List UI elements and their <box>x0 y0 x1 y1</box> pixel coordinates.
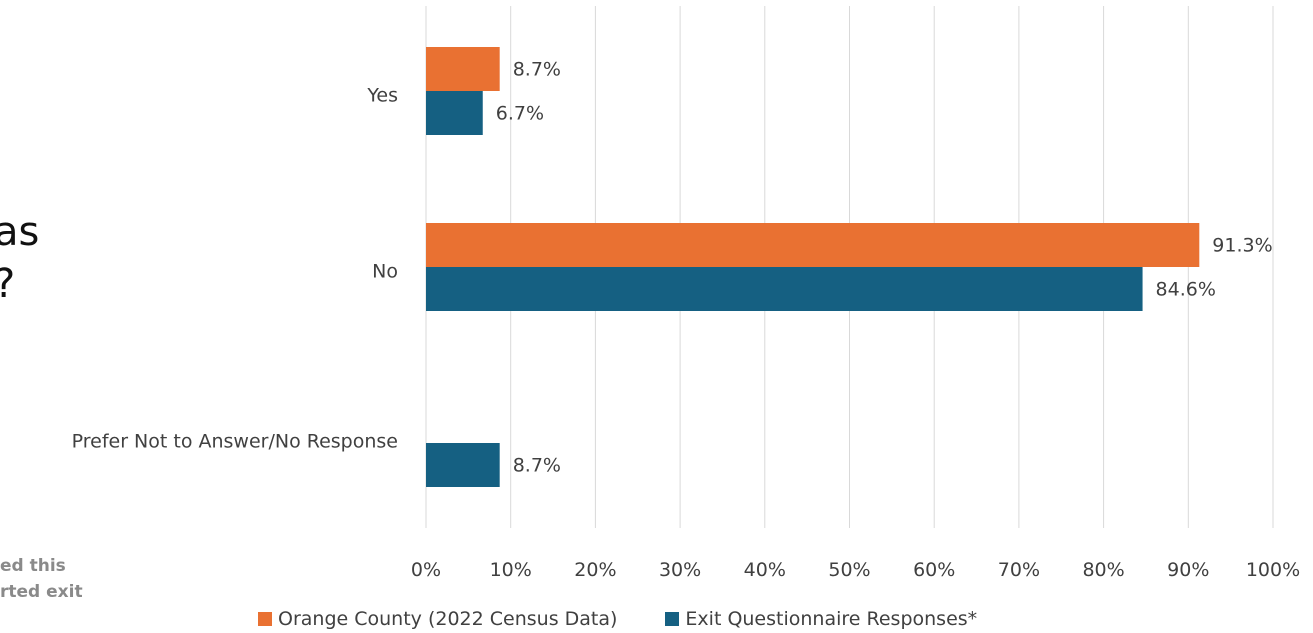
x-tick-label: 20% <box>574 559 616 581</box>
data-label: 6.7% <box>496 103 544 125</box>
category-label: Yes <box>366 85 398 107</box>
legend-swatch-exit-questionnaire <box>665 612 680 626</box>
category-label: No <box>372 261 398 283</box>
data-label: 8.7% <box>513 59 561 81</box>
x-tick-label: 30% <box>659 559 701 581</box>
bar <box>426 223 1200 267</box>
category-label: Prefer Not to Answer/No Response <box>72 431 398 453</box>
data-label: 8.7% <box>513 455 561 477</box>
cropped-title-line-1: as <box>0 209 40 255</box>
x-tick-label: 40% <box>744 559 786 581</box>
legend-label-exit-questionnaire: Exit Questionnaire Responses* <box>685 608 978 630</box>
cropped-note-line-1: ed this <box>0 556 66 576</box>
legend-item-exit-questionnaire: Exit Questionnaire Responses* <box>665 608 977 630</box>
x-tick-label: 60% <box>913 559 955 581</box>
data-label: 84.6% <box>1156 279 1216 301</box>
bar <box>426 443 500 487</box>
bar-chart: 0% 10% 20% 30% 40% 50% 60% 70% 80% 90% 100% Yes No Pr… <box>72 6 1300 581</box>
cropped-title-line-2: ? <box>0 264 15 304</box>
legend-label-orange-county: Orange County (2022 Census Data) <box>278 608 618 630</box>
x-tick-label: 90% <box>1167 559 1209 581</box>
x-tick-label: 80% <box>1082 559 1124 581</box>
cropped-note-line-2: rted exit <box>0 582 83 602</box>
x-tick-label: 0% <box>411 559 441 581</box>
x-tick-label: 10% <box>490 559 532 581</box>
x-tick-label: 70% <box>998 559 1040 581</box>
x-tick-label: 100% <box>1246 559 1300 581</box>
bar <box>426 47 500 91</box>
legend-swatch-orange-county <box>258 612 272 626</box>
chart-legend: Orange County (2022 Census Data) Exit Qu… <box>258 608 1025 630</box>
x-tick-label: 50% <box>828 559 870 581</box>
bar <box>426 267 1143 311</box>
bar <box>426 91 483 135</box>
legend-item-orange-county: Orange County (2022 Census Data) <box>258 608 617 630</box>
data-label: 91.3% <box>1212 235 1272 257</box>
